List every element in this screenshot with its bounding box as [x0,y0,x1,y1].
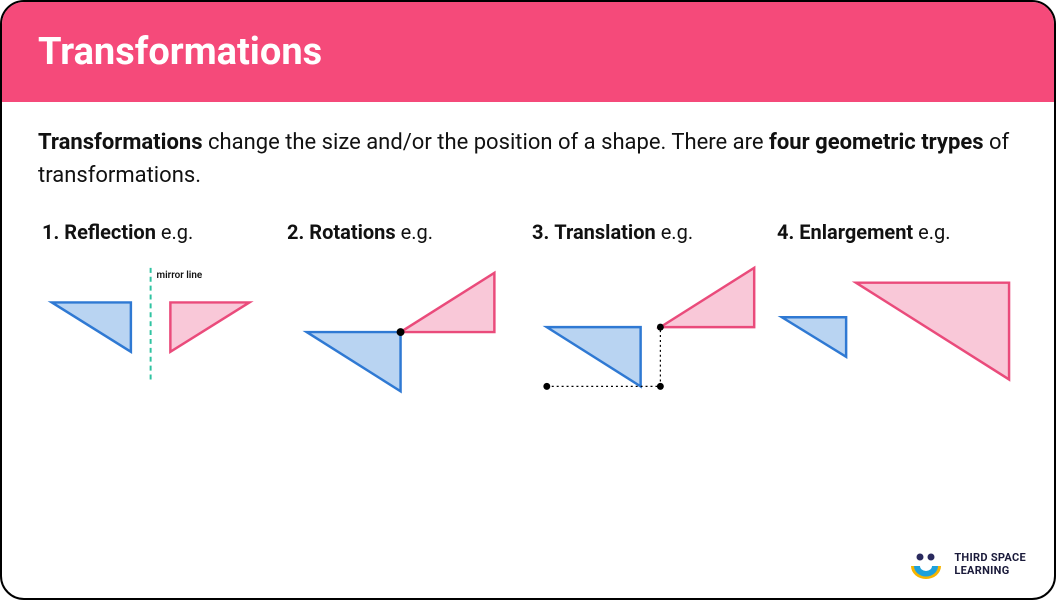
diagram-row: 1. Reflection e.g. mirror line 2. Rotation… [38,220,1018,426]
rotation-diagram [287,252,524,422]
path-dot [657,383,664,390]
translation-diagram [532,252,769,422]
cell-title: 1. Reflection e.g. [42,220,279,244]
path-dot [657,324,664,331]
path-dot [543,383,550,390]
cell-num: 4. [777,220,794,244]
cell-name: Enlargement [799,220,913,244]
intro-bold-2: four geometric trypes [769,130,984,155]
cell-eg: e.g. [661,220,693,244]
info-card: Transformations Transformations change t… [0,0,1056,600]
pink-triangle [401,273,495,332]
reflection-diagram: mirror line [42,252,279,422]
enlargement-diagram [777,252,1014,422]
transformation-cell: 4. Enlargement e.g. [773,220,1018,426]
transformation-cell: 2. Rotations e.g. [283,220,528,426]
blue-triangle [52,302,131,351]
blue-triangle [547,327,641,386]
cell-num: 2. [287,220,304,244]
pink-triangle [856,283,1009,380]
cell-title: 3. Translation e.g. [532,220,769,244]
cell-eg: e.g. [401,220,433,244]
card-header: Transformations [2,2,1054,102]
mirror-label: mirror line [157,270,203,281]
transformation-cell: 1. Reflection e.g. mirror line [38,220,283,426]
cell-eg: e.g. [918,220,950,244]
cell-num: 3. [532,220,549,244]
cell-eg: e.g. [161,220,193,244]
cell-name: Translation [554,220,655,244]
logo-text: THIRD SPACE LEARNING [954,552,1026,577]
cell-name: Rotations [309,220,395,244]
blue-triangle [307,332,401,391]
pivot-dot [397,328,405,336]
brand-logo: THIRD SPACE LEARNING [908,550,1026,580]
cell-name: Reflection [64,220,156,244]
intro-text: Transformations change the size and/or t… [38,126,1018,192]
card-title: Transformations [38,30,1018,74]
logo-line-2: LEARNING [954,565,1026,578]
pink-triangle [660,268,754,327]
card-body: Transformations change the size and/or t… [2,102,1054,426]
transformation-cell: 3. Translation e.g. [528,220,773,426]
logo-mark-icon [908,550,944,580]
intro-mid: change the size and/or the position of a… [203,130,769,155]
cell-title: 2. Rotations e.g. [287,220,524,244]
blue-triangle [782,317,846,357]
cell-num: 1. [42,220,59,244]
cell-title: 4. Enlargement e.g. [777,220,1014,244]
intro-bold-1: Transformations [38,130,203,155]
pink-triangle [170,302,249,351]
